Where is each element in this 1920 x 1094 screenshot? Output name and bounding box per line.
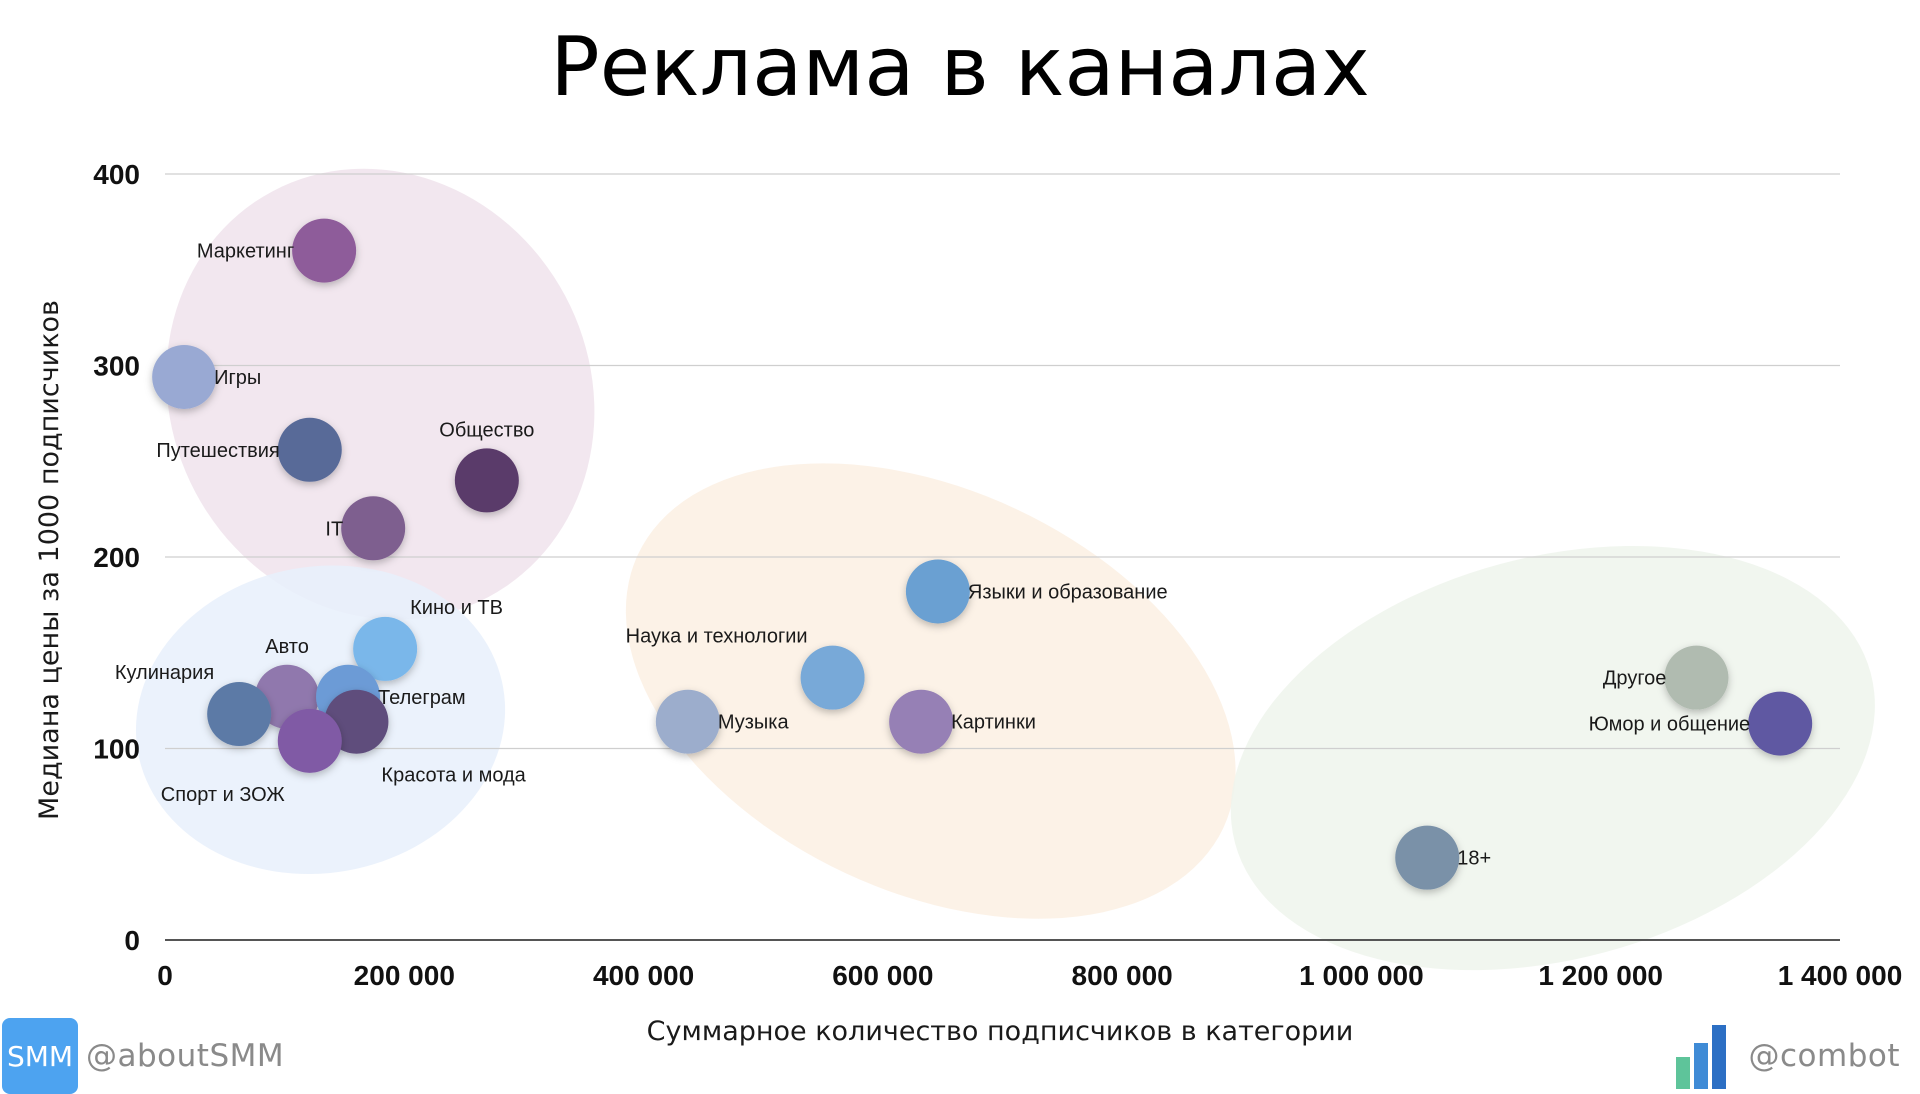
data-point — [277, 417, 342, 482]
data-point-label: Красота и мода — [381, 765, 526, 787]
x-tick-label: 600 000 — [832, 960, 933, 991]
data-point-label: Юмор и общение — [1589, 714, 1751, 736]
data-point-label: Путешествия — [156, 440, 279, 462]
x-axis-label: Суммарное количество подписчиков в катег… — [647, 1016, 1354, 1047]
data-point-label: Телеграм — [378, 687, 466, 709]
footer-left: SMM @aboutSMM — [2, 1018, 284, 1094]
data-point — [655, 689, 720, 754]
axes: 0 100 200 300 400 0 200 000 400 000 600 000 800 0… — [93, 159, 1902, 991]
data-point-label: 18+ — [1457, 848, 1491, 870]
x-tick-label: 1 000 000 — [1299, 960, 1424, 991]
data-point — [277, 708, 342, 773]
grid-lines — [165, 173, 1840, 941]
data-point — [1748, 691, 1813, 756]
chart-title: Реклама в каналах — [550, 20, 1370, 115]
x-tick-label: 400 000 — [593, 960, 694, 991]
cluster-ellipse — [625, 463, 1236, 919]
combot-logo-icon — [1676, 1025, 1727, 1089]
data-point-label: Авто — [265, 636, 309, 658]
x-tick-label: 800 000 — [1072, 960, 1173, 991]
data-point-label: Кулинария — [115, 662, 214, 684]
y-tick-label: 200 — [93, 542, 140, 573]
data-point-label: Картинки — [951, 712, 1036, 734]
combot-handle: @combot — [1748, 1038, 1900, 1074]
data-point-label: Общество — [439, 419, 534, 441]
x-tick-label: 200 000 — [354, 960, 455, 991]
data-point-label: Кино и ТВ — [410, 597, 503, 619]
data-point-label: IT — [325, 518, 343, 540]
data-point — [341, 496, 406, 561]
y-tick-label: 100 — [93, 734, 140, 765]
data-point-label: Другое — [1603, 668, 1667, 690]
x-tick-label: 0 — [157, 960, 173, 991]
data-points: Маркетинг Игры Путешествия Общество IT Языки … — [115, 218, 1813, 890]
data-point — [1664, 645, 1729, 710]
data-point — [292, 218, 357, 283]
y-axis-label: Медиана цены за 1000 подписчиков — [34, 300, 65, 820]
data-point — [889, 689, 954, 754]
data-point — [905, 559, 970, 624]
data-point-label: Маркетинг — [197, 241, 294, 263]
data-point-label: Наука и технологии — [626, 626, 808, 648]
y-tick-label: 300 — [93, 351, 140, 382]
data-point-label: Игры — [214, 367, 261, 389]
data-point-label: Языки и образование — [968, 581, 1168, 603]
cluster-ellipses — [135, 168, 1875, 971]
data-point — [1395, 825, 1460, 890]
data-point — [152, 344, 217, 409]
data-point — [207, 682, 272, 747]
y-tick-label: 400 — [93, 159, 140, 190]
x-tick-label: 1 400 000 — [1778, 960, 1903, 991]
footer-right: @combot — [1674, 1018, 1900, 1094]
data-point — [353, 616, 418, 681]
cluster-ellipse — [1230, 546, 1875, 971]
smm-logo: SMM — [2, 1018, 78, 1094]
x-tick-label: 1 200 000 — [1538, 960, 1663, 991]
data-point — [800, 645, 865, 710]
data-point-label: Музыка — [718, 712, 790, 734]
data-point — [454, 448, 519, 513]
about-smm-handle: @aboutSMM — [86, 1038, 285, 1074]
y-tick-label: 0 — [124, 925, 140, 956]
data-point-label: Спорт и ЗОЖ — [161, 784, 285, 806]
